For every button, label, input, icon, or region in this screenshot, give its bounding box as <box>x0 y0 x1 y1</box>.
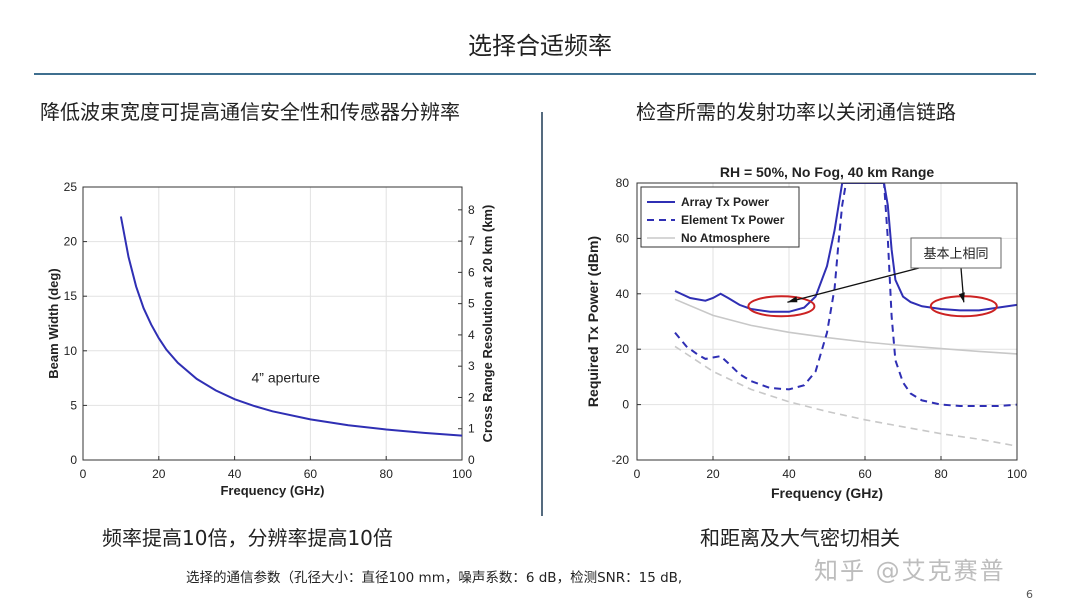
y-axis-label: Beam Width (deg) <box>46 268 61 378</box>
page-number: 6 <box>1026 588 1033 601</box>
y-tick-label: 15 <box>64 289 78 303</box>
y-tick-label: 5 <box>70 398 77 412</box>
y-tick-label: 20 <box>64 235 78 249</box>
legend-entry-array: Array Tx Power <box>681 195 769 209</box>
highlight-ellipse <box>747 295 816 318</box>
chart-title: RH = 50%, No Fog, 40 km Range <box>720 164 935 180</box>
x-tick-label: 40 <box>228 467 242 481</box>
y-tick-label: 40 <box>616 287 630 301</box>
tx-power-chart: 0 20 40 60 80 100 -20 0 20 40 60 80 基本上相同 Array Tx Po… <box>585 164 1027 501</box>
legend-entry-element: Element Tx Power <box>681 213 785 227</box>
y2-tick-label: 2 <box>468 390 475 404</box>
plot-frame <box>82 186 463 461</box>
no-atmosphere-line <box>674 298 1017 355</box>
x-tick-label: 0 <box>80 467 87 481</box>
y2-tick-label: 6 <box>468 265 475 279</box>
y2-tick-label: 4 <box>468 328 475 342</box>
legend-entry-no-atmosphere: No Atmosphere <box>681 231 770 245</box>
watermark: 知乎 @艾克赛普 <box>814 557 1006 585</box>
right-panel-heading: 检查所需的发射功率以关闭通信链路 <box>636 100 956 124</box>
aperture-annotation: 4” aperture <box>252 369 321 385</box>
beam-width-line <box>119 216 463 437</box>
callout-box <box>910 237 1002 269</box>
y-tick-label: 60 <box>616 231 630 245</box>
x-tick-label: 60 <box>858 467 872 481</box>
panel-divider <box>541 112 543 516</box>
y-tick-label: -20 <box>612 453 630 467</box>
y2-tick-label: 3 <box>468 359 475 373</box>
x-tick-label: 80 <box>380 467 394 481</box>
x-tick-label: 60 <box>304 467 318 481</box>
y2-axis-label: Cross Range Resolution at 20 km (km) <box>480 205 495 443</box>
slide-title: 选择合适频率 <box>468 32 612 60</box>
x-axis-label: Frequency (GHz) <box>220 483 324 498</box>
y2-tick-label: 8 <box>468 203 475 217</box>
y-tick-label: 0 <box>70 453 77 467</box>
left-panel-caption: 频率提高10倍，分辨率提高10倍 <box>102 526 393 550</box>
element-tx-power-line <box>674 183 1017 407</box>
y2-tick-label: 0 <box>468 453 475 467</box>
callout-arrowhead-right <box>958 292 965 303</box>
y2-tick-label: 5 <box>468 297 475 311</box>
x-tick-label: 40 <box>782 467 796 481</box>
y-tick-label: 0 <box>622 398 629 412</box>
y-tick-label: 20 <box>616 342 630 356</box>
title-rule <box>34 73 1036 75</box>
x-tick-label: 20 <box>706 467 720 481</box>
element-no-atmosphere-line <box>674 345 1017 447</box>
y-axis-label: Required Tx Power (dBm) <box>585 236 601 407</box>
y-tick-label: 25 <box>64 180 78 194</box>
y2-tick-label: 7 <box>468 234 475 248</box>
callout-arrowhead-left <box>787 296 798 303</box>
x-tick-label: 100 <box>1007 467 1027 481</box>
left-panel-heading: 降低波束宽度可提高通信安全性和传感器分辨率 <box>40 100 460 124</box>
callout-arrow-left <box>787 267 920 303</box>
x-tick-label: 100 <box>452 467 472 481</box>
y-tick-label: 10 <box>64 344 78 358</box>
x-tick-label: 80 <box>934 467 948 481</box>
x-axis-label: Frequency (GHz) <box>771 485 883 501</box>
y2-tick-label: 1 <box>468 422 475 436</box>
plot-frame <box>636 182 1018 461</box>
y-tick-label: 80 <box>616 176 630 190</box>
footnote: 选择的通信参数（孔径大小：直径100 mm，噪声系数：6 dB，检测SNR：15… <box>186 570 683 586</box>
legend-box <box>640 186 800 248</box>
x-tick-label: 20 <box>152 467 166 481</box>
right-panel-caption: 和距离及大气密切相关 <box>700 526 900 550</box>
x-tick-label: 0 <box>634 467 641 481</box>
callout-text: 基本上相同 <box>923 246 988 261</box>
